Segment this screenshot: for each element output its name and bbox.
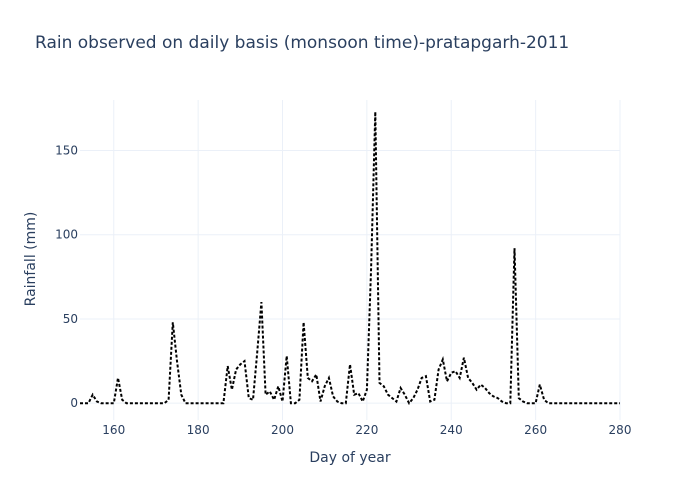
y-tick-label: 0	[70, 396, 78, 410]
y-tick-label: 50	[63, 312, 78, 326]
rainfall-points	[80, 112, 620, 403]
x-tick-label: 160	[102, 423, 125, 437]
x-tick-label: 180	[187, 423, 210, 437]
y-axis-ticks: 0 50 100 150	[55, 144, 78, 411]
y-tick-label: 150	[55, 144, 78, 158]
chart-title: Rain observed on daily basis (monsoon ti…	[35, 33, 570, 53]
rainfall-series-line	[80, 111, 620, 406]
x-axis-ticks: 160 180 200 220 240 260 280	[102, 423, 631, 437]
y-tick-label: 100	[55, 228, 78, 242]
x-tick-label: 240	[440, 423, 463, 437]
x-tick-label: 200	[271, 423, 294, 437]
x-tick-label: 220	[355, 423, 378, 437]
x-tick-label: 280	[609, 423, 632, 437]
grid-lines	[80, 100, 621, 420]
x-axis-title: Day of year	[309, 450, 391, 466]
y-axis-title: Rainfall (mm)	[23, 212, 39, 307]
x-tick-label: 260	[524, 423, 547, 437]
